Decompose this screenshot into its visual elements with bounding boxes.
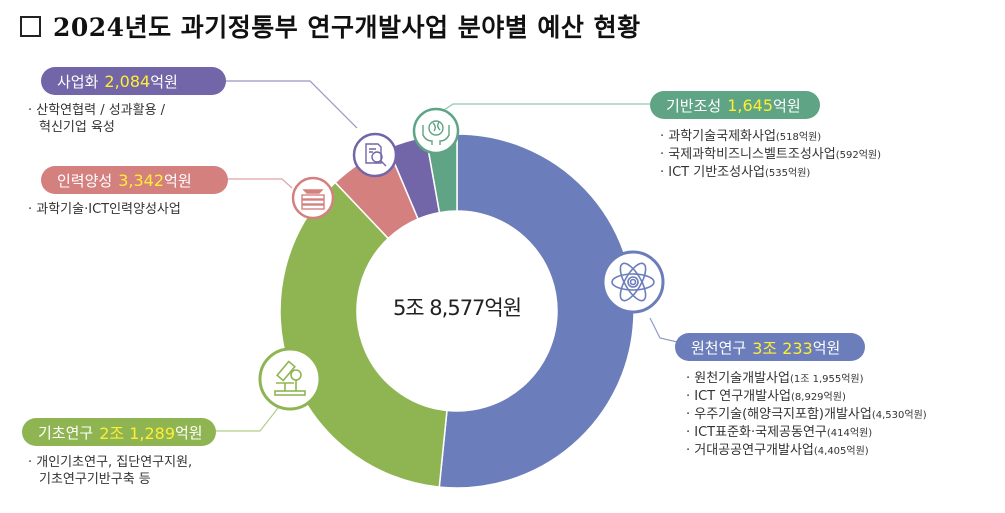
badge-gicho [258,347,322,411]
pill-inryeok: 인력양성 3,342 억원 [41,166,228,194]
desc-wonchun: 원천기술개발사업(1조 1,955억원) ICT 연구개발사업(8,929억원)… [686,370,927,460]
connector-line-inryeok [228,178,293,189]
pill-giban: 기반조성 1,645 억원 [650,91,820,119]
desc-giban: 과학기술국제화사업(518억원) 국제과학비즈니스벨트조성사업(592억원) I… [660,128,881,182]
pill-value: 1,645 [727,95,774,115]
graduation-books-icon [301,189,325,210]
checkbox-square-icon [20,15,41,37]
atom-icon [611,262,655,302]
title-text: 2024년도 과기정통부 연구개발사업 분야별 예산 현황 [53,13,641,42]
badge-giban [412,107,460,155]
desc-item: 산학연협력 / 성과활용 / [28,102,165,119]
desc-sahwa: 산학연협력 / 성과활용 / 혁신기업 육성 [28,102,165,136]
pill-label: 사업화 [57,72,99,91]
hands-globe-icon [422,120,450,145]
pill-gicho: 기초연구 2조 1,289 억원 [22,418,216,446]
desc-item: ICT 기반조성사업(535억원) [660,164,881,182]
pill-value: 3,342 [118,170,165,190]
pill-label: 원천연구 [691,338,747,357]
pill-value: 2조 1,289 [99,424,175,443]
pill-label: 기반조성 [666,96,722,115]
badge-sahwa [352,132,398,178]
desc-item: 거대공공연구개발사업(4,405억원) [686,442,927,460]
desc-item: 과학기술국제화사업(518억원) [660,128,881,146]
desc-item-cont: 혁신기업 육성 [39,120,115,135]
pill-label: 인력양성 [57,171,113,190]
pill-value: 2,084 [104,71,151,91]
pill-label: 기초연구 [38,423,94,442]
pill-wonchun: 원천연구 3조 233 억원 [675,333,865,361]
pill-unit: 억원 [175,423,203,442]
badge-inryeok [291,176,335,220]
desc-item: 국제과학비즈니스벨트조성사업(592억원) [660,146,881,164]
pill-unit: 억원 [773,96,801,115]
connector-line-giban [443,103,650,111]
desc-item: ICT표준화·국제공동연구(414억원) [686,424,927,442]
page-title: 2024년도 과기정통부 연구개발사업 분야별 예산 현황 [20,8,641,44]
desc-item: ICT 연구개발사업(8,929억원) [686,388,927,406]
pill-unit: 억원 [812,338,841,357]
desc-item: 우주기술(해양극지포함)개발사업(4,530억원) [686,406,926,424]
microscope-icon [274,360,306,396]
desc-item: 과학기술·ICT인력양성사업 [28,201,181,218]
desc-inryeok: 과학기술·ICT인력양성사업 [28,201,181,218]
pill-unit: 억원 [150,72,178,91]
donut-hole [357,211,557,411]
pill-unit: 억원 [164,171,192,190]
total-label: 5조 8,577억원 [392,296,522,320]
desc-item-cont: 기초연구기반구축 등 [39,472,151,487]
connector-line-gicho [215,407,279,432]
desc-item: 개인기초연구, 집단연구지원, [28,454,192,471]
pill-value: 3조 233 [752,339,813,358]
document-search-icon [365,143,387,167]
desc-gicho: 개인기초연구, 집단연구지원, 기초연구기반구축 등 [28,454,192,488]
badge-wonchun [601,250,665,314]
pill-sahwa: 사업화 2,084 억원 [41,67,226,95]
connector-line-sahwa [225,80,358,129]
desc-item: 원천기술개발사업(1조 1,955억원) [686,370,927,388]
